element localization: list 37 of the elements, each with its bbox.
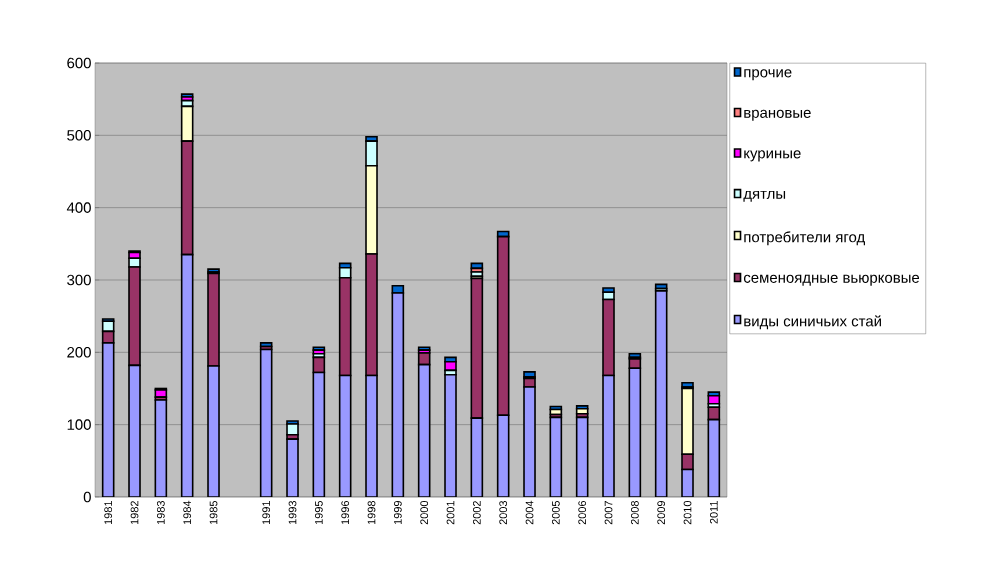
x-tick-label: 1996 (341, 501, 350, 525)
x-tick-label: 2011 (709, 501, 718, 524)
legend-label: врановые (744, 109, 811, 121)
legend-label: семеноядные вьюрковые (743, 274, 920, 286)
legend-label: дятлы (743, 190, 786, 202)
x-tick-label: 2009 (657, 501, 666, 525)
x-tick-label: 2001 (446, 501, 455, 525)
x-tick-label: 1998 (367, 501, 376, 525)
y-tick-label: 100 (67, 419, 91, 430)
y-tick-label: 0 (83, 491, 91, 503)
x-tick-label: 2003 (499, 501, 508, 525)
y-tick-label: 400 (66, 202, 91, 213)
y-tick-label: 200 (67, 347, 91, 358)
legend-label: прочие (744, 69, 792, 81)
y-tick-label: 500 (67, 130, 91, 141)
x-tick-label: 2007 (604, 501, 613, 525)
y-tick-label: 300 (67, 274, 91, 286)
x-tick-label: 2004 (525, 500, 534, 525)
x-tick-label: 1982 (130, 501, 139, 525)
x-tick-label: 1991 (262, 501, 271, 525)
y-tick-label: 600 (67, 57, 91, 69)
x-tick-label: 2002 (472, 501, 481, 525)
x-tick-label: 2000 (420, 500, 429, 525)
x-tick-label: 1993 (288, 501, 297, 525)
x-tick-label: 1995 (314, 500, 323, 525)
x-tick-label: 1985 (209, 500, 218, 525)
legend-label: потребители ягод (744, 231, 865, 246)
x-tick-label: 2006 (578, 501, 587, 525)
x-tick-label: 1981 (104, 501, 113, 525)
x-tick-label: 1984 (183, 500, 192, 525)
x-tick-label: 2010 (683, 500, 692, 525)
x-tick-label: 2005 (551, 500, 560, 525)
legend-label: куриные (744, 150, 801, 162)
x-tick-label: 1983 (156, 501, 165, 525)
legend-label: виды синичьих стай (744, 315, 881, 330)
x-tick-label: 1999 (393, 501, 402, 525)
x-tick-label: 2008 (630, 501, 639, 525)
